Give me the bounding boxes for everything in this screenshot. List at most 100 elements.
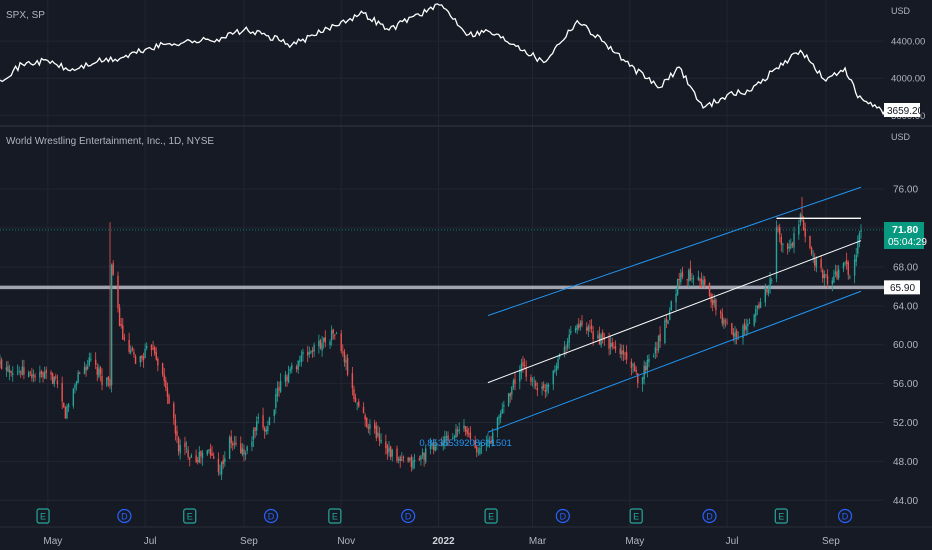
candle — [756, 305, 759, 315]
candle — [190, 453, 193, 459]
dividend-event-icon[interactable]: D — [263, 508, 279, 524]
candle-body — [735, 330, 738, 338]
time-axis-label: Sep — [240, 536, 258, 547]
candle — [386, 443, 389, 460]
candle — [63, 402, 65, 408]
candle — [263, 426, 266, 439]
candle-body — [200, 450, 202, 457]
candle — [353, 385, 355, 403]
candle-body — [523, 364, 526, 366]
candle-body — [732, 333, 735, 337]
earnings-event-icon[interactable]: E — [183, 508, 197, 524]
candle-body — [670, 301, 672, 311]
candle-body — [544, 389, 546, 392]
candle-body — [554, 369, 556, 372]
candle-body — [67, 403, 70, 408]
candle — [21, 359, 24, 376]
time-axis[interactable]: May Jul Sep Nov 2022 Mar May Jul Sep — [43, 536, 840, 547]
candle — [597, 330, 599, 340]
drawing-overlays[interactable] — [487, 186, 862, 433]
dividend-event-icon[interactable]: D — [401, 508, 416, 524]
dividend-event-icon[interactable]: D — [555, 508, 570, 524]
candle-body — [565, 347, 567, 349]
earnings-event-icon[interactable]: E — [774, 508, 788, 524]
earnings-event-icon[interactable]: E — [629, 508, 643, 524]
candle — [543, 381, 545, 391]
candle — [308, 346, 311, 358]
candle-body — [834, 271, 837, 275]
candle-body — [656, 349, 658, 351]
candle-body — [619, 348, 621, 355]
candle — [511, 385, 513, 400]
candle-body — [123, 338, 126, 340]
candle-body — [490, 440, 492, 444]
candle-body — [31, 373, 33, 379]
earnings-marker-shape — [484, 508, 498, 524]
candle — [721, 308, 723, 327]
candle — [86, 359, 89, 371]
channel-mid-line[interactable] — [487, 240, 862, 384]
candle-body — [354, 397, 357, 402]
candle — [74, 383, 76, 394]
candle-body — [251, 441, 253, 447]
candle — [106, 377, 108, 388]
candle — [700, 272, 703, 289]
candle — [319, 338, 322, 350]
candle-body — [429, 445, 432, 450]
candle — [77, 370, 79, 384]
candle-body — [860, 230, 862, 232]
dividend-event-icon[interactable]: D — [837, 508, 853, 524]
candle — [302, 348, 304, 362]
candle — [519, 365, 521, 390]
earnings-event-icon[interactable]: E — [36, 508, 50, 524]
candle-body — [704, 278, 706, 285]
candle-body — [0, 361, 1, 364]
candle — [131, 346, 134, 352]
candle — [858, 230, 861, 248]
candle — [507, 392, 510, 408]
channel-lower-line[interactable] — [487, 290, 862, 433]
support-level-label-bg — [884, 280, 920, 295]
candle-body — [77, 372, 79, 383]
channel-upper-line[interactable] — [487, 186, 862, 317]
candle — [254, 427, 256, 438]
candle — [712, 293, 714, 312]
candle-body — [232, 443, 234, 446]
candle — [110, 263, 113, 393]
earnings-event-icon[interactable]: E — [484, 508, 498, 524]
channel-annotation-text[interactable]: 0.8535539208601501 — [419, 438, 511, 449]
earnings-event-icon[interactable]: E — [328, 508, 342, 524]
candle — [447, 431, 449, 447]
candle — [656, 341, 658, 358]
candle — [94, 352, 97, 370]
candle — [206, 449, 208, 457]
candle-body — [681, 271, 684, 277]
candle — [734, 326, 736, 345]
dividend-event-icon[interactable]: D — [117, 508, 132, 524]
candle-body — [535, 382, 537, 387]
candle-body — [507, 393, 510, 406]
candle — [90, 352, 92, 363]
candle — [715, 298, 717, 316]
candle-body — [788, 246, 790, 249]
main-price-tick: 48.00 — [893, 457, 918, 468]
candle — [12, 366, 14, 382]
dividend-event-icon[interactable]: D — [702, 508, 717, 524]
candle — [425, 444, 427, 464]
candle-body — [190, 455, 193, 458]
candle-body — [278, 387, 280, 391]
candle-body — [369, 424, 371, 429]
candle — [8, 364, 11, 381]
candle — [586, 322, 588, 335]
candle-body — [345, 360, 347, 363]
candle — [107, 376, 110, 387]
candle — [589, 319, 591, 332]
candle — [139, 355, 142, 367]
candle — [688, 268, 690, 288]
candle — [598, 326, 601, 345]
candle-body — [514, 379, 516, 384]
candle — [165, 376, 167, 392]
candle — [241, 443, 244, 457]
candle-body — [83, 367, 86, 375]
